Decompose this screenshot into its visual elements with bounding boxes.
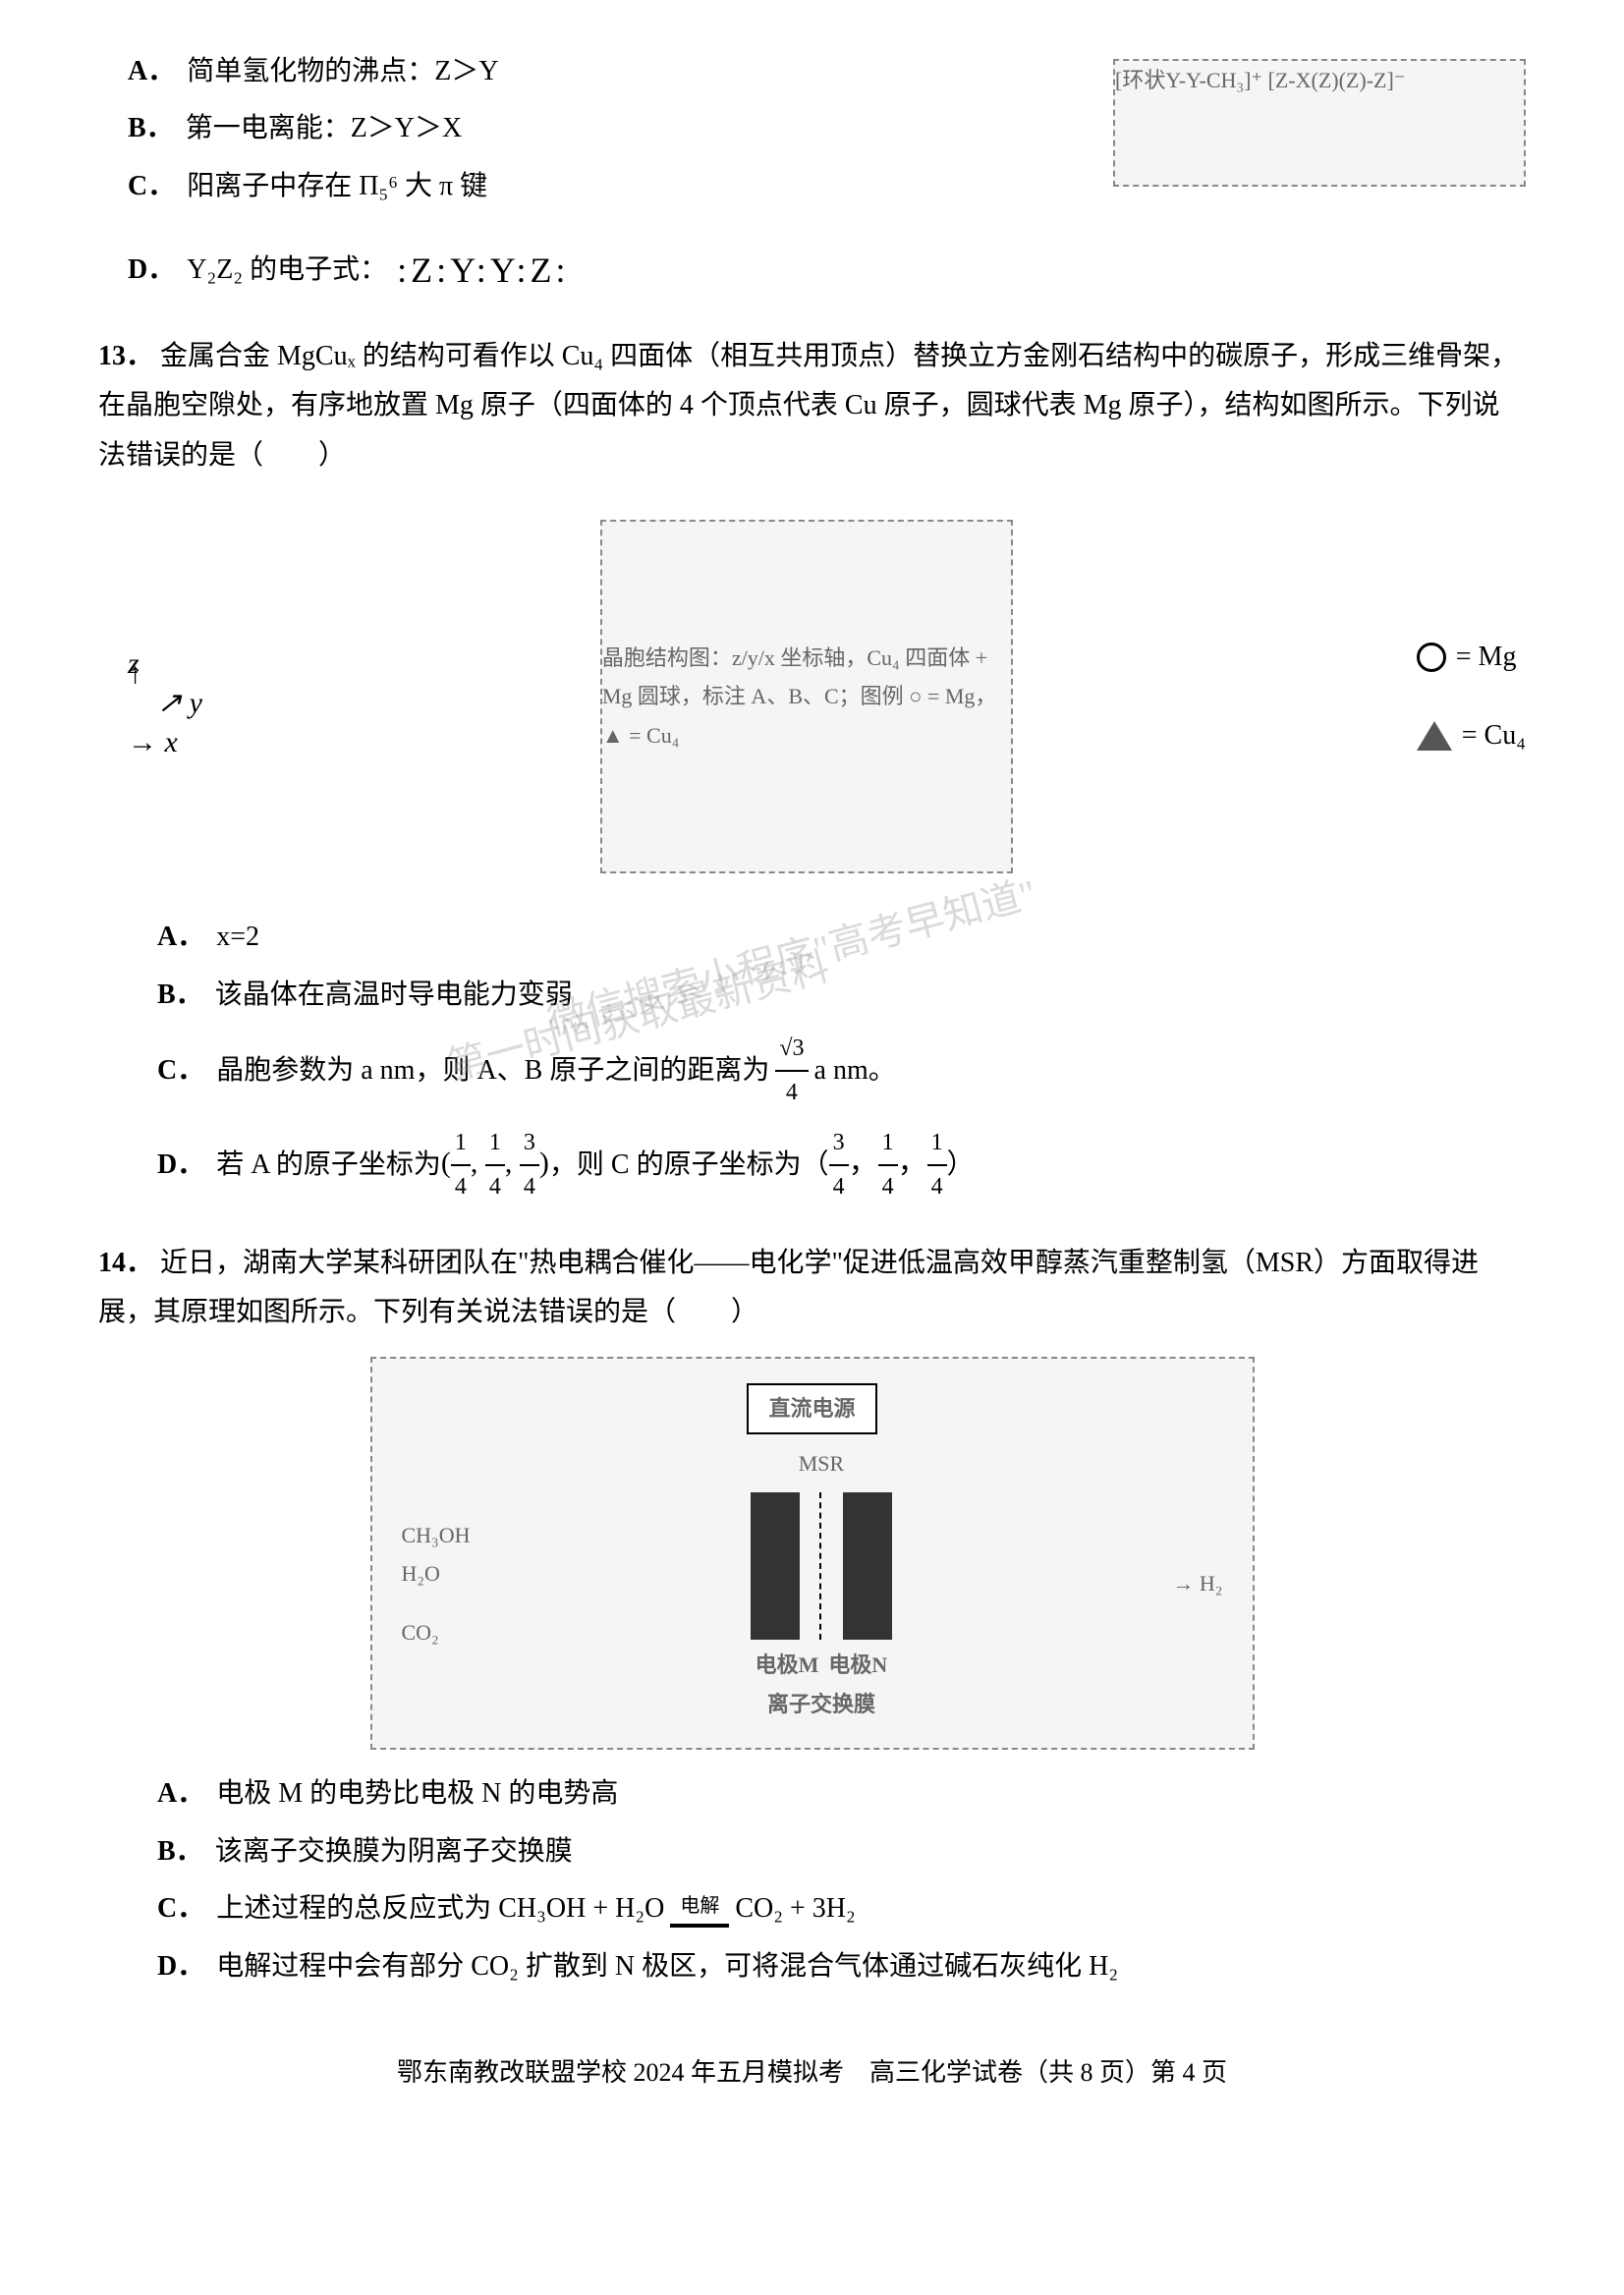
q12-optC-text: 阳离子中存在 Π₅⁶ 大 π 键: [187, 162, 487, 211]
legend-cu-text: = Cu₄: [1462, 711, 1526, 760]
q13-options: A． x=2 B． 该晶体在高温时导电能力变弱 C． 晶胞参数为 a nm，则 …: [128, 913, 1526, 1209]
q14-optC: C． 上述过程的总反应式为 CH₃OH + H₂O 电解 CO₂ + 3H₂: [157, 1884, 1526, 1933]
power-source-label: 直流电源: [747, 1383, 876, 1434]
arrow-condition: 电解: [670, 1888, 729, 1926]
electrode-n-label: 电极N: [828, 1646, 887, 1685]
legend-cu: = Cu₄: [1417, 711, 1526, 760]
q12-optB: B． 第一电离能：Z＞Y＞X: [128, 104, 1084, 153]
opt-label-B: B．: [157, 1827, 203, 1876]
co2-label: CO₂: [402, 1613, 471, 1652]
q12-optD-prefix: Y₂Z₂ 的电子式：: [187, 246, 387, 295]
left-inputs: CH₃OH H₂O CO₂: [402, 1516, 471, 1652]
reaction-arrow: 电解: [670, 1888, 729, 1930]
membrane-line: [819, 1492, 823, 1640]
q14-number: 14．: [98, 1248, 153, 1278]
q13-number: 13．: [98, 341, 153, 371]
crystal-structure-diagram: 晶胞结构图：z/y/x 坐标轴，Cu₄ 四面体 + Mg 圆球，标注 A、B、C…: [600, 520, 1013, 873]
q12-options-row: A． 简单氢化物的沸点：Z＞Y B． 第一电离能：Z＞Y＞X C． 阳离子中存在…: [98, 39, 1526, 219]
electrode-m-bar: [751, 1492, 800, 1640]
msr-label: MSR: [751, 1444, 892, 1483]
frac-num: √3: [775, 1028, 808, 1072]
legend-mg: = Mg: [1417, 633, 1526, 682]
mg-circle-icon: [1417, 643, 1446, 672]
opt-label-A: A．: [128, 47, 175, 96]
page-footer: 鄂东南教改联盟学校 2024 年五月模拟考 高三化学试卷（共 8 页）第 4 页: [98, 2050, 1526, 2097]
q14-optC-suffix: CO₂ + 3H₂: [735, 1884, 855, 1933]
ion-structure-diagram: [环状Y-Y-CH₃]⁺ [Z-X(Z)(Z)-Z]⁻: [1113, 59, 1526, 187]
q13-optD-suffix: ）: [947, 1141, 975, 1190]
middle-cell: MSR 电极M 电极N 离子交换膜: [751, 1444, 892, 1724]
q13-optC-suffix: a nm。: [814, 1046, 896, 1095]
q13-optD: D． 若 A 的原子坐标为 (14, 14, 34) ，则 C 的原子坐标为（ …: [157, 1122, 1526, 1208]
question-14: 14． 近日，湖南大学某科研团队在"热电耦合催化——电化学"促进低温高效甲醇蒸汽…: [98, 1239, 1526, 1991]
axis-labels: z ↑ ↗ y → x: [98, 638, 216, 756]
q13-optA-text: x=2: [216, 913, 259, 962]
lewis-structure: :Z:Y:Y:Z:: [397, 239, 569, 303]
q12-optC: C． 阳离子中存在 Π₅⁶ 大 π 键: [128, 162, 1084, 211]
q14-optD: D． 电解过程中会有部分 CO₂ 扩散到 N 极区，可将混合气体通过碱石灰纯化 …: [157, 1942, 1526, 1991]
opt-label-D: D．: [128, 246, 175, 295]
q14-optD-text: 电解过程中会有部分 CO₂ 扩散到 N 极区，可将混合气体通过碱石灰纯化 H₂: [216, 1942, 1118, 1991]
ion-diagram-caption: [环状Y-Y-CH₃]⁺ [Z-X(Z)(Z)-Z]⁻: [1115, 68, 1405, 92]
q12-left-options: A． 简单氢化物的沸点：Z＞Y B． 第一电离能：Z＞Y＞X C． 阳离子中存在…: [98, 39, 1084, 219]
q12-optD: D． Y₂Z₂ 的电子式： :Z:Y:Y:Z:: [128, 239, 1526, 303]
legend-mg-text: = Mg: [1456, 633, 1517, 682]
right-output: → H₂: [1172, 1564, 1222, 1603]
q12-optB-text: 第一电离能：Z＞Y＞X: [186, 104, 463, 153]
electrode-m-label: 电极M: [756, 1646, 819, 1685]
q14-optB-text: 该离子交换膜为阴离子交换膜: [215, 1827, 573, 1876]
cu-tetrahedron-icon: [1417, 721, 1452, 751]
q14-optC-prefix: 上述过程的总反应式为 CH₃OH + H₂O: [216, 1884, 664, 1933]
ch3oh-label: CH₃OH: [402, 1516, 471, 1555]
q14-optA-text: 电极 M 的电势比电极 N 的电势高: [216, 1769, 618, 1819]
h2-label: H₂: [1200, 1571, 1223, 1595]
opt-label-C: C．: [128, 162, 175, 211]
q13-diagram-row: z ↑ ↗ y → x 晶胞结构图：z/y/x 坐标轴，Cu₄ 四面体 + Mg…: [98, 500, 1526, 893]
q12-ion-diagram: [环状Y-Y-CH₃]⁺ [Z-X(Z)(Z)-Z]⁻: [1113, 39, 1526, 206]
q13-optD-mid: ，则 C 的原子坐标为（: [549, 1141, 829, 1190]
q13-optD-prefix: 若 A 的原子坐标为: [216, 1141, 441, 1190]
frac-den: 4: [775, 1072, 808, 1114]
opt-label-D: D．: [157, 1942, 204, 1991]
q13-text: 金属合金 MgCuₓ 的结构可看作以 Cu₄ 四面体（相互共用顶点）替换立方金刚…: [98, 341, 1518, 471]
opt-label-C: C．: [157, 1884, 204, 1933]
opt-label-A: A．: [157, 913, 204, 962]
q14-optA: A． 电极 M 的电势比电极 N 的电势高: [157, 1769, 1526, 1819]
electrode-n-bar: [843, 1492, 892, 1640]
opt-label-B: B．: [128, 104, 174, 153]
coord-A: (14, 14, 34): [441, 1122, 549, 1208]
coord-C: 34，14，14: [829, 1122, 947, 1208]
q13-optB-text: 该晶体在高温时导电能力变弱: [215, 971, 573, 1020]
q13-optC-fraction: √3 4: [775, 1028, 808, 1114]
q14-optB: B． 该离子交换膜为阴离子交换膜: [157, 1827, 1526, 1876]
membrane-label: 离子交换膜: [751, 1685, 892, 1724]
h2o-label: H₂O: [402, 1554, 471, 1594]
q13-optA: A． x=2: [157, 913, 1526, 962]
q12-optA: A． 简单氢化物的沸点：Z＞Y: [128, 47, 1084, 96]
opt-label-B: B．: [157, 971, 203, 1020]
crystal-diagram-caption: 晶胞结构图：z/y/x 坐标轴，Cu₄ 四面体 + Mg 圆球，标注 A、B、C…: [602, 639, 1011, 756]
opt-label-C: C．: [157, 1046, 204, 1095]
q13-optC: C． 晶胞参数为 a nm，则 A、B 原子之间的距离为 √3 4 a nm。: [157, 1028, 1526, 1114]
q13-legend: = Mg = Cu₄: [1417, 633, 1526, 761]
q14-options: A． 电极 M 的电势比电极 N 的电势高 B． 该离子交换膜为阴离子交换膜 C…: [128, 1769, 1526, 1991]
q13-optC-prefix: 晶胞参数为 a nm，则 A、B 原子之间的距离为: [216, 1046, 769, 1095]
opt-label-D: D．: [157, 1141, 204, 1190]
q14-text: 近日，湖南大学某科研团队在"热电耦合催化——电化学"促进低温高效甲醇蒸汽重整制氢…: [98, 1248, 1479, 1327]
q12-optA-text: 简单氢化物的沸点：Z＞Y: [187, 47, 498, 96]
opt-label-A: A．: [157, 1769, 204, 1819]
q13-optB: B． 该晶体在高温时导电能力变弱: [157, 971, 1526, 1020]
electrolysis-diagram: 直流电源 CH₃OH H₂O CO₂ MSR 电极M 电极N 离子交换膜: [370, 1357, 1255, 1750]
question-13: 13． 金属合金 MgCuₓ 的结构可看作以 Cu₄ 四面体（相互共用顶点）替换…: [98, 332, 1526, 1209]
